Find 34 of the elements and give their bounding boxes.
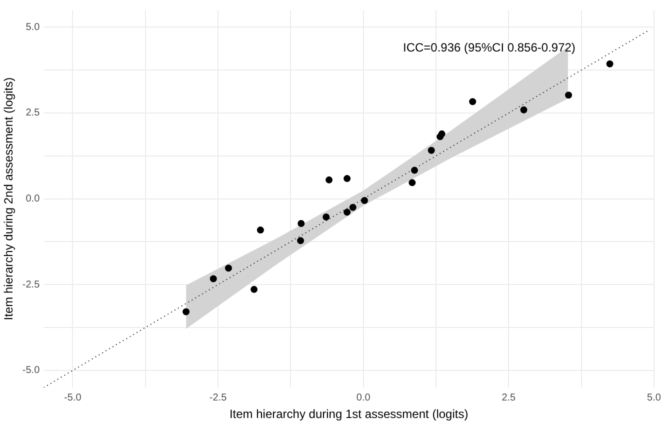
x-axis-title: Item hierarchy during 1st assessment (logits) [229,407,468,422]
point [210,275,217,282]
point [322,213,330,220]
annotation: ICC=0.936 (95%CI 0.856-0.972) [402,40,576,54]
point [344,208,351,216]
point [411,166,418,174]
y-tick-label: 2.5 [26,108,40,119]
point [349,204,356,211]
x-tick-label: -5.0 [64,392,82,404]
point [408,179,416,186]
x-tick-label: 0.0 [356,392,371,404]
y-tick-label: 0.0 [26,194,40,205]
x-tick-label: 2.5 [502,392,516,404]
point [182,308,190,316]
x-tick-label: -2.5 [209,392,228,404]
point [565,92,572,99]
point [361,197,368,204]
point [428,146,435,154]
point [224,264,232,272]
y-tick-label: 5.0 [26,22,40,33]
point [298,220,305,228]
point [250,286,258,293]
point [469,98,476,106]
point [520,106,528,114]
point [438,130,446,138]
y-tick-label: -5.0 [22,365,40,376]
point [344,175,351,182]
y-tick-label: -2.5 [22,279,40,290]
x-tick-label: 5.0 [647,392,662,404]
point [256,226,264,234]
point [606,60,614,68]
point [326,176,333,184]
y-axis-title: Item hierarchy during 2nd assessment (logits) [2,77,16,320]
point [297,237,304,244]
